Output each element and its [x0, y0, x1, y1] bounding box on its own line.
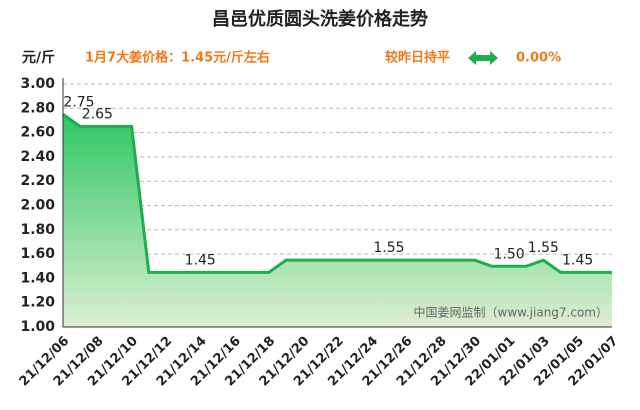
- data-label: 1.45: [185, 252, 216, 268]
- y-tick-label: 2.40: [20, 149, 55, 165]
- subtitle: 1月7大姜价格：1.45元/斤左右: [85, 50, 270, 66]
- y-tick-label: 1.60: [20, 246, 55, 262]
- y-tick-label: 3.00: [20, 76, 55, 92]
- data-label: 2.75: [63, 94, 94, 110]
- data-label: 1.55: [373, 240, 404, 256]
- data-label: 1.50: [493, 246, 524, 262]
- y-tick-label: 2.00: [20, 198, 55, 214]
- y-tick-label: 1.40: [20, 270, 55, 286]
- data-label: 1.55: [528, 240, 559, 256]
- data-label: 1.45: [562, 252, 593, 268]
- y-tick-label: 2.60: [20, 125, 55, 141]
- y-axis-label: 元/斤: [22, 49, 55, 66]
- y-tick-label: 2.20: [20, 173, 55, 189]
- area-fill: [63, 114, 612, 327]
- y-tick-label: 1.20: [20, 295, 55, 311]
- watermark: 中国姜网监制（www.jiang7.com）: [414, 305, 608, 320]
- change-value: 0.00%: [516, 51, 561, 66]
- y-tick-label: 1.00: [20, 319, 55, 335]
- y-tick-label: 2.80: [20, 100, 55, 116]
- line: [62, 113, 612, 274]
- change-label: 较昨日持平: [385, 50, 450, 66]
- chart-title: 昌邑优质圆头洗姜价格走势: [212, 8, 428, 30]
- data-label: 2.65: [82, 107, 113, 123]
- change-arrow: [468, 51, 498, 65]
- y-tick-label: 1.80: [20, 222, 55, 238]
